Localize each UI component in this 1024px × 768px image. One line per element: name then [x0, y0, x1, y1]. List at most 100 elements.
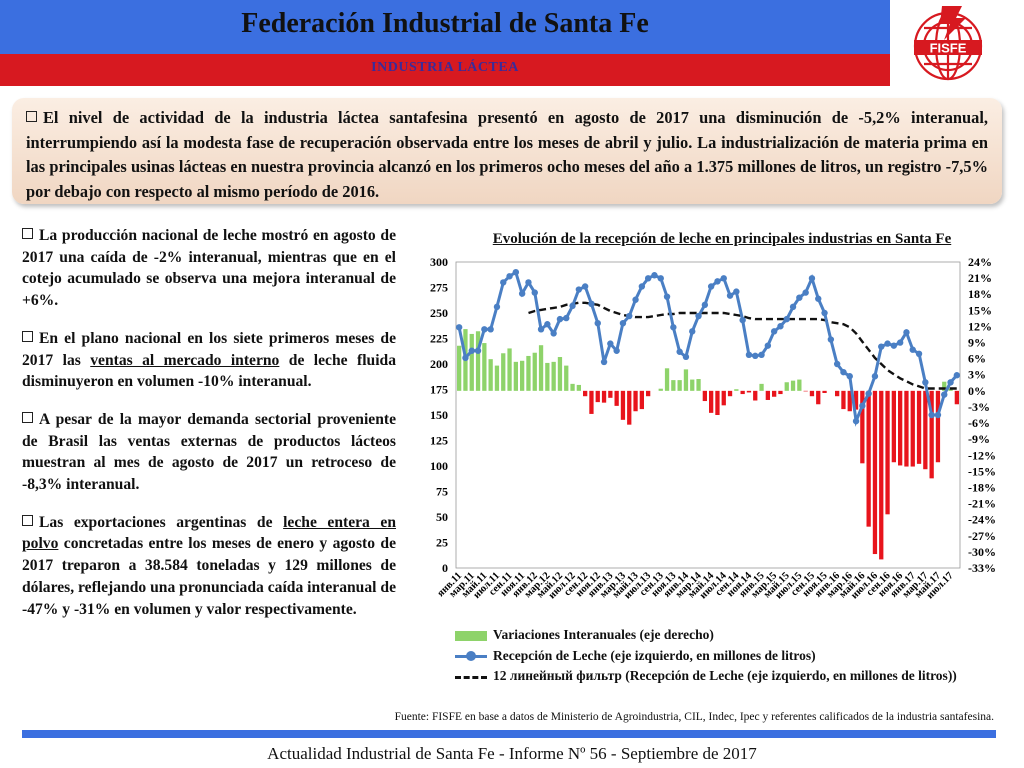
bar-variacion — [564, 365, 569, 391]
reception-point — [575, 286, 583, 293]
bar-variacion — [627, 390, 632, 425]
y-right-tick-label: 12% — [968, 319, 992, 333]
bar-variacion — [746, 390, 752, 393]
reception-point — [506, 273, 513, 280]
y-right-tick-label: 21% — [968, 271, 992, 285]
reception-point — [638, 283, 646, 290]
reception-point — [455, 324, 463, 331]
reception-point — [752, 352, 759, 360]
bar-variacion — [715, 390, 720, 415]
reception-point — [600, 358, 608, 366]
bar-variacion — [696, 379, 701, 391]
bar-variacion — [935, 390, 941, 463]
reception-point — [890, 342, 898, 349]
bar-variacion — [721, 390, 726, 406]
y-right-tick-label: 0% — [968, 384, 986, 398]
section-subtitle: INDUSTRIA LÁCTEA — [371, 60, 519, 75]
reception-point — [934, 411, 942, 419]
bar-variacion — [929, 390, 934, 479]
legend-item-line: Recepción de Leche (eje izquierdo, en mi… — [455, 648, 957, 669]
reception-point — [682, 353, 690, 361]
checkbox-bullet-icon — [22, 411, 33, 423]
legend-swatch-blue-dot — [466, 650, 476, 661]
y-right-tick-label: -33% — [968, 561, 996, 575]
chart-title: Evolución de la recepción de leche en pr… — [492, 231, 952, 247]
reception-point — [720, 275, 727, 282]
legend-swatch-green — [455, 631, 487, 641]
bar-variacion — [501, 353, 506, 391]
summary-text: El nivel de actividad de la industria lá… — [26, 108, 988, 201]
header-blue-band — [0, 0, 890, 54]
legend-label-trend: 12 линейный фильтр (Recepción de Leche (… — [493, 668, 957, 683]
y-right-tick-label: 3% — [968, 368, 986, 382]
bar-variacion — [633, 390, 638, 412]
bar-variacion — [822, 390, 827, 393]
bar-variacion — [778, 390, 783, 395]
bar-variacion — [803, 390, 808, 392]
bar-variacion — [482, 343, 487, 391]
bar-variacion — [576, 384, 581, 391]
reception-point — [594, 320, 601, 327]
y-right-tick-label: 18% — [968, 287, 992, 301]
reception-point — [903, 329, 910, 336]
reception-point — [953, 372, 961, 379]
bar-variacion — [765, 390, 770, 400]
bar-variacion — [677, 380, 682, 391]
reception-point — [777, 323, 784, 330]
bar-variacion — [469, 333, 474, 391]
reception-point — [789, 303, 797, 311]
legend-swatch-dashed — [455, 676, 487, 679]
y-right-tick-label: -3% — [968, 400, 990, 414]
bar-variacion — [753, 390, 758, 401]
y-left-tick-label: 200 — [430, 357, 448, 371]
reception-point — [922, 379, 929, 386]
reception-point — [745, 351, 753, 359]
legend-label-bars: Variaciones Interanuales (eje derecho) — [493, 627, 714, 642]
bar-variacion — [910, 390, 915, 467]
reception-point — [695, 312, 702, 320]
reception-point — [833, 360, 841, 368]
reception-point — [481, 326, 488, 333]
reception-point — [676, 348, 683, 355]
bar-variacion — [595, 390, 600, 403]
bar-variacion — [879, 390, 884, 560]
bar-variacion — [545, 362, 550, 391]
bar-variacion — [690, 379, 695, 391]
reception-point — [550, 330, 557, 337]
reception-point — [657, 275, 664, 282]
reception-point — [525, 279, 532, 286]
checkbox-bullet-icon — [22, 228, 33, 239]
y-right-tick-label: -9% — [968, 432, 990, 446]
bar-variacion — [526, 355, 531, 391]
reception-point — [474, 347, 482, 354]
reception-point — [707, 283, 715, 290]
bar-variacion — [759, 383, 764, 391]
reception-point — [556, 315, 564, 323]
bar-variacion — [954, 390, 959, 405]
bar-variacion — [457, 345, 462, 391]
bar-variacion — [860, 390, 865, 464]
fisfe-logo: FISFE — [913, 6, 983, 81]
reception-point — [613, 347, 620, 354]
bar-variacion — [847, 390, 852, 412]
y-right-tick-label: -6% — [968, 416, 990, 430]
bar-variacion — [835, 390, 840, 397]
reception-point — [852, 417, 860, 425]
reception-point — [941, 391, 948, 398]
paragraph-sales-b: de leche fluida disminuyeron en volumen … — [22, 351, 396, 391]
y-right-tick-label: -12% — [968, 448, 996, 462]
bar-variacion — [488, 359, 493, 391]
bar-variacion — [841, 390, 846, 410]
bar-variacion — [948, 388, 953, 391]
bar-variacion — [646, 390, 651, 397]
header-red-band — [0, 54, 890, 86]
paragraph-sales-underlined: ventas al mercado interno — [90, 351, 280, 369]
reception-point — [468, 347, 475, 354]
y-right-tick-label: -15% — [968, 464, 996, 478]
reception-point — [714, 278, 721, 285]
bar-variacion — [532, 352, 537, 391]
reception-point — [796, 294, 803, 301]
paragraph-sales-a: En el plano nacional en los siete primer… — [22, 329, 396, 369]
reception-point — [802, 289, 809, 296]
reception-point — [915, 350, 923, 357]
